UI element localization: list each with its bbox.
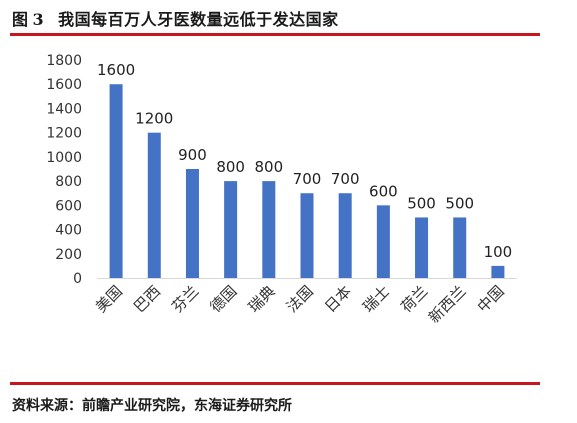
figure-number: 3 bbox=[32, 10, 45, 29]
y-tick-label: 400 bbox=[55, 223, 82, 239]
data-label: 700 bbox=[293, 170, 322, 188]
data-label: 500 bbox=[445, 194, 474, 212]
x-tick-label: 日本 bbox=[321, 282, 355, 316]
source-rule bbox=[10, 382, 540, 385]
y-tick-label: 1600 bbox=[46, 77, 82, 93]
title-rule bbox=[10, 33, 540, 36]
x-tick-label: 荷兰 bbox=[397, 282, 431, 316]
data-label: 900 bbox=[178, 146, 207, 164]
data-label: 600 bbox=[369, 182, 398, 200]
bar bbox=[300, 193, 314, 278]
source-note: 资料来源：前瞻产业研究院，东海证券研究所 bbox=[12, 398, 292, 414]
bar bbox=[338, 193, 352, 278]
figure-label: 图 bbox=[12, 10, 29, 29]
x-tick-label: 法国 bbox=[283, 282, 317, 316]
figure-title-text: 我国每百万人牙医数量远低于发达国家 bbox=[58, 10, 339, 29]
x-tick-label: 中国 bbox=[474, 282, 508, 316]
y-tick-label: 800 bbox=[55, 174, 82, 190]
figure-title: 图 3 我国每百万人牙医数量远低于发达国家 bbox=[12, 6, 339, 30]
y-tick-label: 1800 bbox=[46, 53, 82, 69]
data-label: 500 bbox=[407, 194, 436, 212]
data-label: 800 bbox=[254, 158, 283, 176]
x-tick-label: 瑞典 bbox=[245, 282, 279, 316]
y-tick-label: 600 bbox=[55, 198, 82, 214]
bar bbox=[109, 84, 123, 278]
y-tick-label: 1000 bbox=[46, 150, 82, 166]
data-label: 100 bbox=[484, 243, 513, 261]
bar bbox=[185, 169, 199, 278]
x-tick-label: 瑞士 bbox=[359, 282, 393, 316]
bar bbox=[415, 217, 429, 278]
bar bbox=[491, 265, 505, 278]
x-tick-label: 德国 bbox=[207, 282, 241, 316]
bar bbox=[376, 205, 390, 278]
x-tick-label: 巴西 bbox=[130, 282, 164, 316]
data-label: 1200 bbox=[135, 110, 173, 128]
y-tick-label: 0 bbox=[73, 271, 82, 287]
bar-chart: 0 200 400 600 800 1000 1200 1400 1600 1800 1600 美国 1… bbox=[46, 53, 517, 327]
x-tick-label: 美国 bbox=[92, 282, 126, 316]
data-label: 700 bbox=[331, 170, 360, 188]
bar bbox=[224, 181, 238, 278]
bar bbox=[147, 132, 161, 278]
y-tick-label: 200 bbox=[55, 247, 82, 263]
data-label: 1600 bbox=[97, 61, 135, 79]
bar bbox=[453, 217, 467, 278]
data-label: 800 bbox=[216, 158, 245, 176]
x-tick-label: 新西兰 bbox=[425, 282, 470, 327]
y-tick-label: 1400 bbox=[46, 101, 82, 117]
bar bbox=[262, 181, 276, 278]
y-tick-label: 1200 bbox=[46, 126, 82, 142]
x-tick-label: 芬兰 bbox=[168, 282, 202, 316]
